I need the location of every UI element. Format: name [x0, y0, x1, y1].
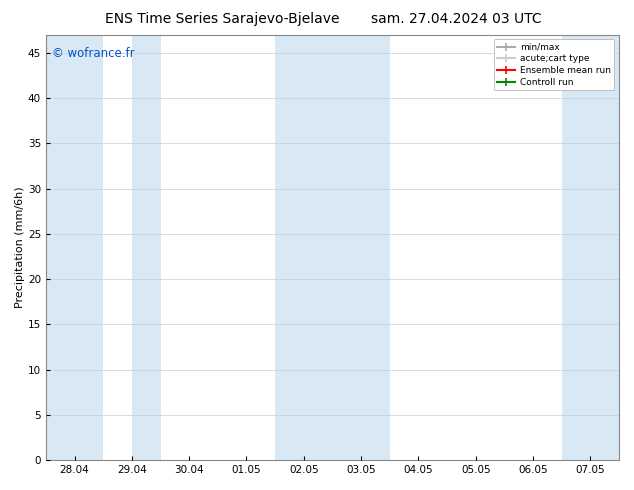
Bar [332, 35, 390, 460]
Bar [275, 35, 332, 460]
Bar [46, 35, 103, 460]
Text: © wofrance.fr: © wofrance.fr [51, 48, 134, 60]
Legend: min/max, acute;cart type, Ensemble mean run, Controll run: min/max, acute;cart type, Ensemble mean … [494, 39, 614, 91]
Bar [132, 35, 160, 460]
Text: ENS Time Series Sarajevo-Bjelave: ENS Time Series Sarajevo-Bjelave [105, 12, 339, 26]
Bar [103, 35, 132, 460]
Y-axis label: Precipitation (mm/6h): Precipitation (mm/6h) [15, 187, 25, 308]
Bar [562, 35, 619, 460]
Text: sam. 27.04.2024 03 UTC: sam. 27.04.2024 03 UTC [371, 12, 542, 26]
